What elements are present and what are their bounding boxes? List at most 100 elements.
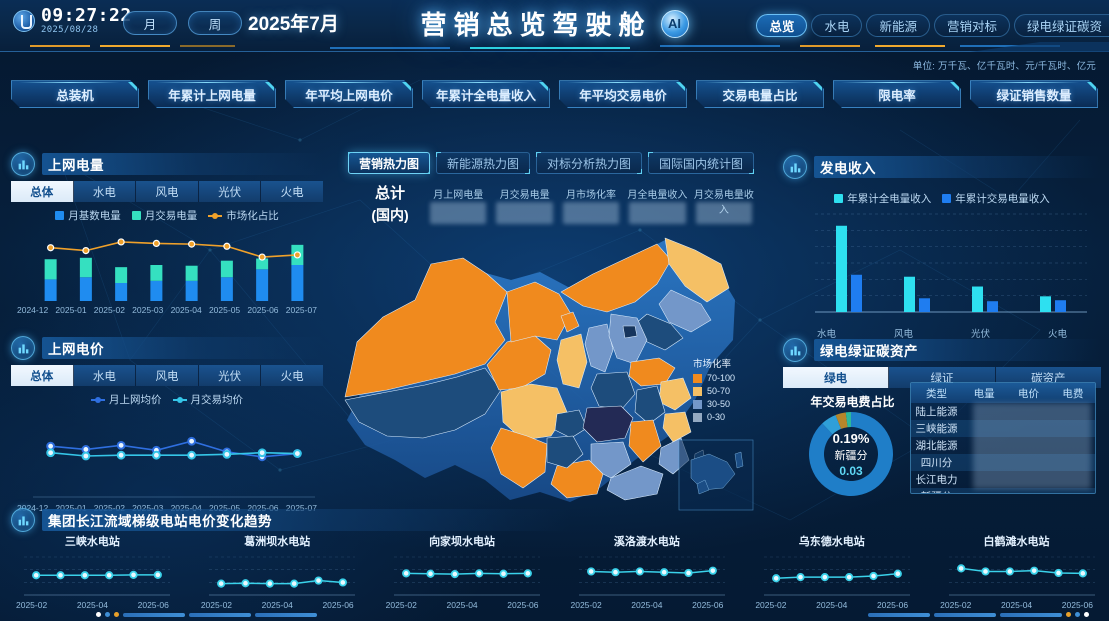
x-axis-tick: 2025-04	[1000, 600, 1033, 610]
pager-bar[interactable]	[189, 612, 251, 617]
station-pager-left[interactable]	[96, 612, 317, 617]
kpi-button-ytd-grid-power[interactable]: 年累计上网电量	[148, 80, 276, 108]
grid-price-tab-total[interactable]: 总体	[11, 365, 74, 386]
grid-power-tabs[interactable]: 总体 水电 风电 光伏 火电	[11, 181, 323, 202]
map-tab-intl-domestic-stats[interactable]: 国际国内统计图	[648, 152, 755, 174]
station-chart: 乌东德水电站 2025-02 2025-04 2025-06	[739, 531, 924, 619]
china-heatmap[interactable]	[335, 222, 775, 518]
kpi-button-row[interactable]: 总装机 年累计上网电量 年平均上网电价 年累计全电量收入 年平均交易电价 交易电…	[0, 80, 1109, 112]
period-toggle-group[interactable]: 月 周	[123, 11, 242, 35]
green-table-row[interactable]: 长江电力	[911, 471, 1095, 488]
nav-tab-new-energy[interactable]: 新能源	[866, 14, 930, 37]
pager-bar[interactable]	[1000, 612, 1062, 617]
green-table-row[interactable]: 三峡能源	[911, 420, 1095, 437]
green-table-row[interactable]: 湖北能源	[911, 437, 1095, 454]
legend-label-avg-trade-price: 月交易均价	[190, 394, 244, 406]
pager-dot[interactable]	[1066, 612, 1071, 617]
grid-power-tab-wind[interactable]: 风电	[136, 181, 199, 202]
green-table-header-volume: 电量	[973, 387, 995, 400]
station-pager-right[interactable]	[868, 612, 1089, 617]
map-summary-columns: 月上网电量 月交易电量 月市场化率 月全电量收入 月交易电量收入	[425, 186, 757, 216]
x-axis-tick: 2025-06	[322, 600, 354, 610]
station-chart-row: 三峡水电站 2025-02 2025-04 2025-06 葛洲坝水电站 2025-02 2…	[0, 531, 1109, 619]
x-axis-tick: 2025-06	[137, 600, 169, 610]
grid-price-tabs[interactable]: 总体 水电 风电 光伏 火电	[11, 365, 323, 386]
grid-price-tab-wind[interactable]: 风电	[136, 365, 199, 386]
grid-power-tab-thermal[interactable]: 火电	[261, 181, 323, 202]
app-header: 09:27:22 2025/08/28 月 周 2025年7月 营销总览驾驶舱 …	[0, 0, 1109, 52]
pager-bar[interactable]	[868, 612, 930, 617]
map-provinces	[344, 237, 730, 501]
panel-grid-price: 上网电价 总体 水电 风电 光伏 火电 月上网均价 月交易均价 2024-12 2…	[11, 336, 323, 513]
grid-power-tab-hydro[interactable]: 水电	[73, 181, 137, 202]
kpi-button-total-capacity[interactable]: 总装机	[11, 80, 139, 108]
nav-tab-green-certificate-carbon[interactable]: 绿电绿证碳资	[1013, 14, 1109, 37]
grid-price-tab-solar[interactable]: 光伏	[198, 365, 262, 386]
map-tab-marketing-heatmap[interactable]: 营销热力图	[348, 152, 431, 174]
ai-badge-icon[interactable]: AI	[660, 9, 689, 38]
pager-dot[interactable]	[1084, 612, 1089, 617]
x-axis-tick: 2025-02	[93, 305, 125, 315]
donut-center-name: 新疆分	[834, 449, 868, 462]
station-line-chart	[394, 556, 541, 596]
kpi-button-avg-grid-price[interactable]: 年平均上网电价	[285, 80, 413, 108]
chart-bar-icon	[783, 338, 807, 362]
kpi-button-green-cert-sales[interactable]: 绿证销售数量	[970, 80, 1098, 108]
legend-swatch-avg-grid-price	[91, 396, 105, 403]
grid-power-legend: 月基数电量 月交易电量 市场化占比	[11, 208, 323, 223]
chart-bar-icon	[11, 336, 35, 360]
station-line-chart	[948, 556, 1095, 596]
green-table-row[interactable]: 新疆分	[911, 488, 1095, 493]
kpi-button-trade-power-share[interactable]: 交易电量占比	[696, 80, 824, 108]
corner-decoration	[1085, 383, 1095, 393]
x-axis-tick: 2025-04	[816, 600, 848, 610]
kpi-button-avg-trade-price[interactable]: 年平均交易电价	[559, 80, 687, 108]
x-axis-tick: 2025-04	[446, 600, 478, 610]
page-title: 营销总览驾驶舱 AI	[0, 5, 1109, 42]
pager-bar[interactable]	[123, 612, 185, 617]
map-legend-item: 50-70	[693, 386, 735, 396]
nav-tab-overview[interactable]: 总览	[756, 14, 808, 37]
map-tab-group[interactable]: 营销热力图 新能源热力图 对标分析热力图 国际国内统计图	[348, 152, 755, 174]
map-tab-marketing-heatmap-label: 营销热力图	[359, 156, 420, 171]
x-axis-tick: 2025-05	[208, 503, 241, 513]
green-tab-green-power[interactable]: 绿电	[783, 367, 890, 388]
station-x-axis: 2025-02 2025-04 2025-06	[370, 600, 555, 610]
map-legend-label-30-50: 30-50	[707, 399, 731, 409]
top-navigation[interactable]: 总览 水电 新能源 营销对标 绿电绿证碳资	[756, 14, 1109, 37]
pager-bar[interactable]	[255, 612, 317, 617]
legend-item-marketization-ratio: 市场化占比	[208, 208, 279, 223]
x-axis-tick: 2025-04	[631, 600, 663, 610]
x-axis-tick: 2025-02	[755, 600, 787, 610]
pager-dot[interactable]	[105, 612, 110, 617]
grid-power-tab-total[interactable]: 总体	[11, 181, 74, 202]
grid-price-tab-thermal[interactable]: 火电	[261, 365, 323, 386]
green-table-row[interactable]: 四川分	[911, 454, 1095, 471]
green-table-row[interactable]: 陆上能源	[911, 403, 1095, 420]
station-title: 三峡水电站	[64, 536, 120, 548]
grid-power-tab-solar[interactable]: 光伏	[198, 181, 262, 202]
station-x-axis: 2025-02 2025-04 2025-06	[0, 600, 185, 610]
pager-dot[interactable]	[114, 612, 119, 617]
grid-price-tab-hydro[interactable]: 水电	[73, 365, 137, 386]
pager-bar[interactable]	[934, 612, 996, 617]
panel-station-trends: 集团长江流域梯级电站电价变化趋势	[11, 508, 571, 532]
x-axis-tick: 2025-01	[55, 503, 87, 513]
kpi-button-curtailment-rate[interactable]: 限电率	[833, 80, 961, 108]
summary-value-masked	[430, 202, 487, 224]
nav-tab-marketing-benchmark[interactable]: 营销对标	[933, 14, 1010, 37]
map-legend-item: 0-30	[693, 412, 735, 422]
station-line-chart	[763, 556, 910, 596]
period-button-week[interactable]: 周	[188, 11, 242, 35]
period-button-month[interactable]: 月	[123, 11, 177, 35]
nav-tab-hydropower[interactable]: 水电	[811, 14, 863, 37]
map-tab-new-energy-heatmap[interactable]: 新能源热力图	[436, 152, 531, 174]
kpi-button-ytd-full-revenue[interactable]: 年累计全电量收入	[422, 80, 550, 108]
green-power-table[interactable]: 类型 电量 电价 电费 陆上能源三峡能源湖北能源四川分长江电力新疆分	[910, 382, 1096, 494]
legend-item-ytd-full-revenue: 年累计全电量收入	[834, 191, 931, 206]
donut-chart-title: 年交易电费占比	[810, 395, 895, 409]
pager-dot[interactable]	[96, 612, 101, 617]
map-tab-benchmark-heatmap[interactable]: 对标分析热力图	[536, 152, 643, 174]
annual-trade-fee-donut[interactable]: 0.19% 新疆分 0.03	[805, 408, 897, 500]
pager-dot[interactable]	[1075, 612, 1080, 617]
